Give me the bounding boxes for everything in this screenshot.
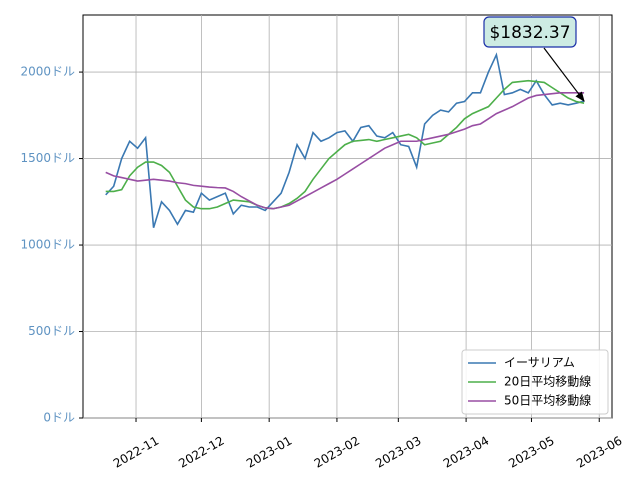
legend: イーサリアム 20日平均移動線 50日平均移動線: [461, 349, 609, 415]
x-tick-label: 2023-05: [506, 434, 556, 471]
series-line: [105, 79, 585, 210]
x-tick-label: 2023-02: [312, 434, 362, 471]
legend-box: [461, 349, 609, 415]
x-tick-label: 2023-01: [244, 434, 294, 471]
annotation-arrow: [543, 47, 585, 102]
x-tick-label: 2022-11: [111, 434, 161, 471]
legend-label: 50日平均移動線: [504, 393, 591, 408]
x-tick-label: 2022-12: [176, 434, 226, 471]
annotation-box: [483, 16, 577, 48]
legend-label: イーサリアム: [504, 356, 575, 370]
series-line: [105, 92, 585, 210]
y-tick-label: 2000ドル: [20, 65, 75, 79]
grid: [83, 15, 612, 419]
annotation-text: $1832.37: [489, 23, 570, 43]
y-tick-label: 1000ドル: [20, 238, 75, 252]
y-tick-label: 0ドル: [43, 411, 75, 425]
y-tick-label: 1500ドル: [20, 151, 75, 165]
x-tick-label: 2023-06: [574, 434, 624, 471]
x-tick-label: 2023-03: [373, 434, 423, 471]
x-tick-label: 2023-04: [441, 434, 491, 471]
series-line: [105, 52, 585, 228]
lines: [105, 52, 585, 228]
legend-label: 20日平均移動線: [504, 374, 591, 389]
y-tick-label: 500ドル: [28, 324, 75, 338]
annotation: $1832.37: [483, 16, 585, 102]
